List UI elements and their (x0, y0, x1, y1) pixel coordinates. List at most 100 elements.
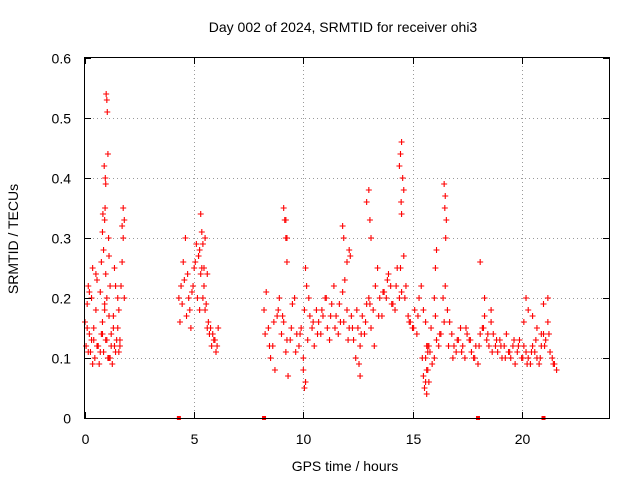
data-point (344, 307, 350, 313)
data-point (195, 253, 202, 259)
data-point (94, 343, 101, 349)
data-point (480, 325, 487, 331)
y-axis-label: SRMTID / TECUs (5, 184, 21, 294)
data-point (197, 271, 204, 277)
data-point (200, 265, 207, 271)
data-point (280, 205, 287, 211)
data-point (120, 205, 127, 211)
data-point (350, 337, 357, 343)
data-point (88, 337, 95, 343)
data-point (196, 247, 203, 253)
x-tick-label: 5 (191, 431, 199, 447)
data-point (431, 295, 438, 301)
data-point (105, 235, 112, 241)
data-point (366, 301, 373, 307)
data-point (545, 331, 552, 337)
data-point (347, 253, 354, 259)
data-point (368, 325, 375, 331)
data-point (476, 343, 483, 349)
data-point (520, 319, 527, 325)
data-point (375, 313, 382, 319)
data-point (101, 301, 108, 307)
data-point (536, 361, 543, 367)
data-point (209, 331, 216, 337)
data-point (300, 355, 307, 361)
data-point (477, 259, 484, 265)
data-point (99, 211, 106, 217)
data-point (283, 259, 290, 265)
data-point (420, 373, 427, 379)
data-point (458, 349, 465, 355)
data-point (121, 217, 128, 223)
data-point (354, 325, 361, 331)
data-point (397, 151, 404, 157)
data-point (109, 361, 116, 367)
data-point (544, 295, 551, 301)
data-point (497, 343, 504, 349)
data-point (270, 319, 277, 325)
data-point (406, 319, 413, 325)
data-point (108, 331, 115, 337)
data-point (494, 349, 501, 355)
y-tick-label: 0 (63, 411, 71, 427)
data-point (514, 349, 521, 355)
data-point (102, 337, 109, 343)
data-point (324, 325, 331, 331)
data-point (119, 259, 126, 265)
data-point (327, 313, 334, 319)
data-point (512, 361, 519, 367)
data-point (295, 343, 302, 349)
data-point (102, 271, 109, 277)
data-point (276, 295, 283, 301)
data-point (528, 349, 535, 355)
data-point (435, 343, 442, 349)
data-point (103, 91, 110, 97)
data-point (483, 337, 490, 343)
data-point (104, 151, 111, 157)
data-point (191, 265, 198, 271)
data-point (102, 205, 109, 211)
data-point (397, 265, 404, 271)
data-point (525, 307, 532, 313)
data-point (448, 331, 455, 337)
plot-frame (84, 57, 610, 419)
data-point (274, 313, 281, 319)
data-point (199, 241, 206, 247)
data-point (502, 355, 509, 361)
data-point (285, 373, 292, 379)
data-point (267, 355, 274, 361)
data-point (304, 337, 311, 343)
data-point (370, 307, 377, 313)
data-point (433, 247, 440, 253)
data-point (341, 277, 348, 283)
data-point (538, 331, 545, 337)
data-point (301, 307, 308, 313)
data-point (529, 343, 536, 349)
data-point (336, 301, 343, 307)
data-point (340, 235, 347, 241)
data-point (462, 325, 469, 331)
data-point (450, 343, 457, 349)
data-point (431, 355, 438, 361)
y-tick-label: 0.1 (52, 351, 72, 367)
data-point (340, 319, 347, 325)
data-point (442, 235, 449, 241)
data-point (187, 325, 194, 331)
data-point (477, 331, 484, 337)
data-point (121, 295, 128, 301)
data-point (175, 295, 182, 301)
data-point (119, 223, 126, 229)
data-point (215, 325, 222, 331)
data-point (481, 313, 488, 319)
data-point (292, 349, 299, 355)
data-point (541, 343, 548, 349)
data-point (532, 337, 539, 343)
data-point (89, 265, 96, 271)
data-point (196, 307, 203, 313)
data-point (85, 283, 92, 289)
data-point (346, 247, 353, 253)
data-point (371, 343, 378, 349)
data-point (315, 319, 322, 325)
data-point (432, 313, 439, 319)
